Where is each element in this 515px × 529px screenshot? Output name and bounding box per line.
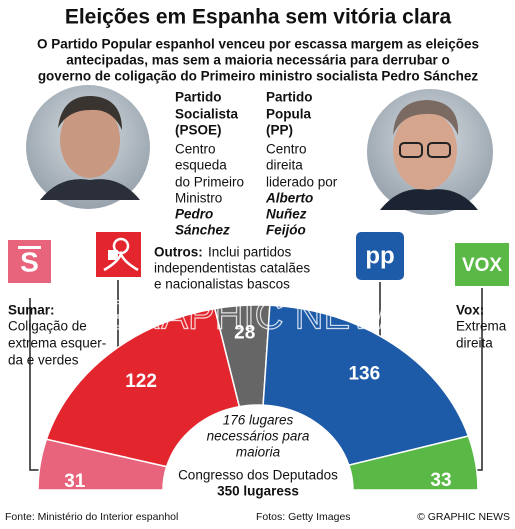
psoe-info: Partido Socialista (PSOE) Centro esqueda… xyxy=(175,90,244,238)
seat-count: 33 xyxy=(430,470,451,491)
subtitle: governo de coligação do Primeiro ministr… xyxy=(38,69,479,84)
party-description: Inclui partidos xyxy=(208,245,292,260)
leader-name: Nuñez xyxy=(266,207,307,222)
subtitle: O Partido Popular espanhol venceu por es… xyxy=(37,37,479,52)
parliament-chart: 31 122 28 136 33 xyxy=(37,304,479,492)
party-name: Socialista xyxy=(175,107,239,122)
party-name: (PSOE) xyxy=(175,123,222,138)
party-description: do Primeiro xyxy=(175,175,244,190)
seat-segment xyxy=(347,435,479,491)
title: Eleições em Espanha sem vitória clara xyxy=(65,6,452,29)
photo-feijoo xyxy=(367,89,493,215)
majority-note: necessários para xyxy=(207,429,310,444)
party-name: Partido xyxy=(266,90,313,105)
chamber: Congresso dos Deputados xyxy=(178,468,338,483)
party-description: Ministro xyxy=(175,191,222,206)
party-description: independentistas catalães xyxy=(154,261,310,276)
party-name: Outros: xyxy=(154,245,203,260)
subtitle: antecipadas, mas sem a maioria necessári… xyxy=(66,53,449,68)
seat-segment xyxy=(45,307,241,468)
seat-count: 122 xyxy=(125,371,157,392)
credit: © GRAPHIC NEWS xyxy=(417,511,510,523)
logo-text: pp xyxy=(365,242,394,269)
logo-text: VOX xyxy=(462,255,502,276)
watermark: GRAPHIC NEWS xyxy=(101,294,414,338)
party-description: direita xyxy=(456,336,493,351)
majority-note: maioria xyxy=(236,445,281,460)
party-name: Partido xyxy=(175,90,222,105)
sumar-logo: S xyxy=(8,240,51,283)
party-description: extrema esquer- xyxy=(8,336,106,351)
leader-name: Feijóo xyxy=(266,223,306,238)
party-description: direita xyxy=(266,158,303,173)
party-description: liderado por xyxy=(266,175,338,190)
party-description: Centro xyxy=(266,142,307,157)
seat-count: 136 xyxy=(348,363,380,384)
leader-name: Sánchez xyxy=(175,223,230,238)
leader-name: Alberto xyxy=(265,191,313,206)
majority-note: 176 lugares xyxy=(223,413,294,428)
vox-logo: VOX xyxy=(455,243,509,286)
source: Fonte: Ministério do Interior espanhol xyxy=(5,511,178,523)
party-description: Extrema xyxy=(456,319,507,334)
photo-sanchez xyxy=(26,85,150,209)
leader-name: Pedro xyxy=(175,207,213,222)
party-name: Vox: xyxy=(456,303,484,318)
seat-count: 31 xyxy=(64,471,86,492)
logo-text: S xyxy=(20,246,39,277)
party-description: Centro xyxy=(175,142,216,157)
party-description: Coligação de xyxy=(8,319,87,334)
party-name: Popula xyxy=(266,107,311,122)
seat-count: 28 xyxy=(234,322,255,343)
pp-logo: pp xyxy=(356,232,404,280)
pp-info: Partido Popula (PP) Centro direita lider… xyxy=(265,90,338,238)
party-description: esqueda xyxy=(175,158,227,173)
seat-segment xyxy=(262,304,470,467)
psoe-logo xyxy=(96,232,141,277)
total-seats: 350 lugaress xyxy=(217,484,299,499)
photo-credit: Fotos: Getty Images xyxy=(256,511,351,523)
party-name: Sumar: xyxy=(8,303,55,318)
party-description: e nacionalistas bascos xyxy=(154,277,290,292)
party-name: (PP) xyxy=(266,123,293,138)
party-description: da e verdes xyxy=(8,353,79,368)
